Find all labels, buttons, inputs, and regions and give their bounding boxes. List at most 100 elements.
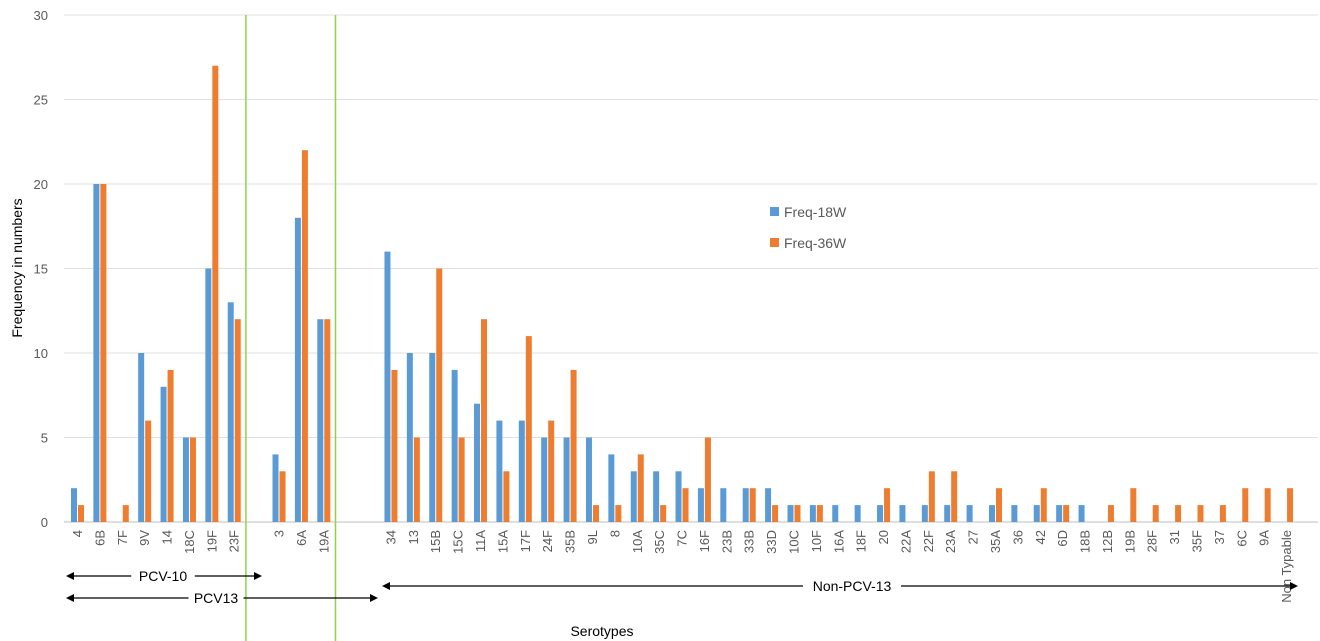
bar-freq-18w-15a xyxy=(496,420,503,522)
group-label: PCV-10 xyxy=(139,568,187,584)
bar-freq-36w-7f xyxy=(122,505,129,522)
x-tick-label: 28F xyxy=(1145,530,1160,552)
bar-freq-18w-23a xyxy=(944,505,951,522)
x-tick-label: 18C xyxy=(182,530,197,554)
x-tick-label: Non Typable xyxy=(1279,530,1294,603)
bar-freq-36w-24f xyxy=(548,420,555,522)
legend: Freq-18W Freq-36W xyxy=(770,204,847,251)
bar-freq-36w-3 xyxy=(279,471,286,522)
bar-freq-36w-7c xyxy=(682,488,689,522)
bar-freq-18w-3 xyxy=(272,454,279,522)
bar-freq-18w-16f xyxy=(697,488,704,522)
bar-freq-36w-15b xyxy=(436,268,443,522)
legend-label-freq-18w: Freq-18W xyxy=(784,204,847,220)
bar-freq-18w-17f xyxy=(518,420,525,522)
bar-freq-18w-7c xyxy=(675,471,682,522)
bar-freq-36w-28f xyxy=(1152,505,1159,522)
x-tick-label: 15A xyxy=(495,530,510,553)
bar-freq-36w-19a xyxy=(324,319,331,522)
bar-freq-36w-23f xyxy=(234,319,241,522)
y-axis-label: Frequency in numbers xyxy=(9,198,25,337)
bar-freq-36w-9a xyxy=(1264,488,1271,522)
x-tick-label: 9A xyxy=(1257,530,1272,546)
x-tick-label: 8 xyxy=(607,530,622,537)
bar-freq-36w-15a xyxy=(503,471,510,522)
x-tick-label: 15C xyxy=(451,530,466,554)
bar-freq-18w-19f xyxy=(205,268,212,522)
bar-freq-18w-23f xyxy=(227,302,234,522)
x-tick-label: 42 xyxy=(1033,530,1048,544)
bar-freq-36w-10c xyxy=(794,505,801,522)
bar-freq-36w-11a xyxy=(481,319,488,522)
bar-freq-36w-22f xyxy=(928,471,935,522)
x-tick-label: 37 xyxy=(1212,530,1227,544)
bar-freq-18w-16a xyxy=(832,505,839,522)
bar-freq-18w-42 xyxy=(1033,505,1040,522)
bar-freq-36w-10f xyxy=(816,505,823,522)
arrowhead-left xyxy=(382,582,390,590)
group-bracket-non-pcv-13: Non-PCV-13 xyxy=(382,578,1298,594)
bar-freq-36w-9l xyxy=(592,505,599,522)
bar-freq-36w-6c xyxy=(1242,488,1249,522)
x-tick-label: 19A xyxy=(316,530,331,553)
y-tick-label: 10 xyxy=(34,346,48,361)
x-tick-label: 36 xyxy=(1010,530,1025,544)
group-dividers xyxy=(245,15,337,641)
bar-freq-18w-35a xyxy=(988,505,995,522)
x-tick-label: 16F xyxy=(697,530,712,552)
x-tick-label: 20 xyxy=(876,530,891,544)
bar-freq-18w-8 xyxy=(608,454,615,522)
arrowhead-left xyxy=(66,594,74,602)
y-tick-label: 30 xyxy=(34,8,48,23)
bar-freq-36w-35f xyxy=(1197,505,1204,522)
x-tick-label: 6B xyxy=(92,530,107,546)
bar-freq-36w-15c xyxy=(458,437,465,522)
bar-freq-18w-6d xyxy=(1056,505,1063,522)
x-tick-label: 7F xyxy=(115,530,130,545)
x-tick-label: 35A xyxy=(988,530,1003,553)
x-tick-label: 9V xyxy=(137,530,152,546)
x-tick-label: 22F xyxy=(921,530,936,552)
arrowhead-right xyxy=(254,572,262,580)
y-tick-label: 15 xyxy=(34,262,48,277)
x-tick-label: 7C xyxy=(675,530,690,547)
x-tick-label: 18F xyxy=(854,530,869,552)
x-tick-label: 13 xyxy=(406,530,421,544)
y-tick-label: 25 xyxy=(34,93,48,108)
x-tick-label: 3 xyxy=(272,530,287,537)
arrowhead-right xyxy=(1290,582,1298,590)
x-tick-label: 15B xyxy=(428,530,443,553)
bar-freq-36w-33b xyxy=(749,488,756,522)
group-label: Non-PCV-13 xyxy=(813,578,892,594)
bar-freq-36w-13 xyxy=(413,437,420,522)
bar-freq-18w-10c xyxy=(787,505,794,522)
bar-freq-36w-17f xyxy=(525,336,532,522)
bar-freq-36w-16f xyxy=(704,437,711,522)
legend-swatch-freq-18w xyxy=(770,207,779,216)
bar-freq-18w-22f xyxy=(921,505,928,522)
x-tick-label: 6D xyxy=(1055,530,1070,547)
x-axis-ticks: 4 6B 7F 9V 14 18C 19F 23F 3 6A 19A 34 13 15B 15C 11A 15A… xyxy=(70,530,1294,603)
bar-freq-18w-15b xyxy=(429,353,436,522)
x-tick-label: 35B xyxy=(563,530,578,553)
x-tick-label: 14 xyxy=(160,530,175,544)
bar-freq-18w-18c xyxy=(182,437,189,522)
bar-freq-36w-19b xyxy=(1130,488,1137,522)
bar-freq-36w-31 xyxy=(1175,505,1182,522)
x-tick-label: 10C xyxy=(786,530,801,554)
x-tick-label: 10F xyxy=(809,530,824,552)
bar-freq-18w-10f xyxy=(809,505,816,522)
bar-freq-36w-35b xyxy=(570,369,577,522)
x-tick-label: 23B xyxy=(719,530,734,553)
bar-freq-18w-22a xyxy=(899,505,906,522)
bar-freq-36w-12b xyxy=(1107,505,1114,522)
x-tick-label: 10A xyxy=(630,530,645,553)
bar-freq-36w-23a xyxy=(951,471,958,522)
bar-freq-18w-18b xyxy=(1078,505,1085,522)
bar-freq-18w-19a xyxy=(317,319,324,522)
x-tick-label: 22A xyxy=(898,530,913,553)
x-tick-label: 31 xyxy=(1167,530,1182,544)
bar-freq-18w-20 xyxy=(877,505,884,522)
bar-freq-36w-8 xyxy=(615,505,622,522)
